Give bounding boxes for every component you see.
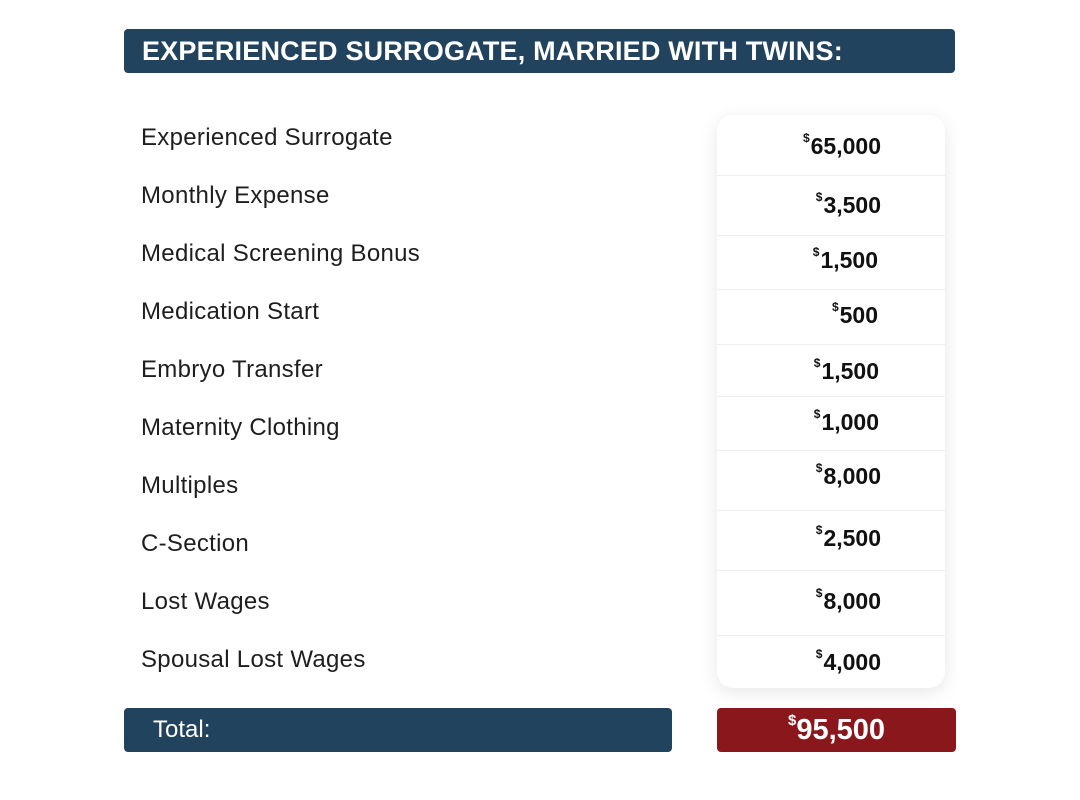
amount-cell: $500 <box>717 289 945 345</box>
amount-value: 3,500 <box>823 192 881 218</box>
row-label: Medication Start <box>141 298 320 325</box>
amount-value: 1,500 <box>821 358 879 384</box>
amount-value: 8,000 <box>823 588 881 614</box>
amounts-card: $65,000 $3,500 $1,500 $500 $1,500 $1,000… <box>717 115 945 688</box>
amount-value: 1,500 <box>820 247 878 273</box>
amount-value: 1,000 <box>821 409 879 435</box>
amount-cell: $8,000 <box>717 570 945 636</box>
amount-cell: $1,500 <box>717 344 945 397</box>
amount-cell: $1,000 <box>717 396 945 451</box>
amount-cell: $3,500 <box>717 175 945 236</box>
amount-value: 8,000 <box>823 463 881 489</box>
row-label: Experienced Surrogate <box>141 124 393 151</box>
amount-value: 4,000 <box>823 649 881 675</box>
amount-cell: $1,500 <box>717 235 945 290</box>
total-label: Total: <box>153 716 211 743</box>
row-label: C-Section <box>141 530 250 557</box>
total-amount: $95,500 <box>787 711 886 746</box>
row-label: Embryo Transfer <box>141 356 323 383</box>
page-title-banner: EXPERIENCED SURROGATE, MARRIED WITH TWIN… <box>124 29 955 73</box>
total-amount-box: $95,500 <box>717 708 956 752</box>
amount-cell: $2,500 <box>717 510 945 571</box>
row-label: Spousal Lost Wages <box>141 646 366 673</box>
amount-value: 500 <box>839 302 878 328</box>
amount-cell: $4,000 <box>717 635 945 688</box>
amount-value: 2,500 <box>823 525 881 551</box>
row-label: Multiples <box>141 472 239 499</box>
page-title: EXPERIENCED SURROGATE, MARRIED WITH TWIN… <box>142 35 843 66</box>
row-label: Medical Screening Bonus <box>141 240 421 267</box>
amount-cell: $8,000 <box>717 450 945 511</box>
row-label: Monthly Expense <box>141 182 330 209</box>
row-label: Maternity Clothing <box>141 414 340 441</box>
total-bar: Total: <box>124 708 672 752</box>
amount-value: 65,000 <box>810 133 881 159</box>
row-label: Lost Wages <box>141 588 270 615</box>
amount-cell: $65,000 <box>802 131 881 159</box>
